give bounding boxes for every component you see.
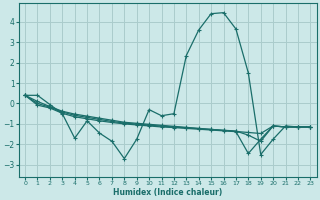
X-axis label: Humidex (Indice chaleur): Humidex (Indice chaleur) [113,188,222,197]
